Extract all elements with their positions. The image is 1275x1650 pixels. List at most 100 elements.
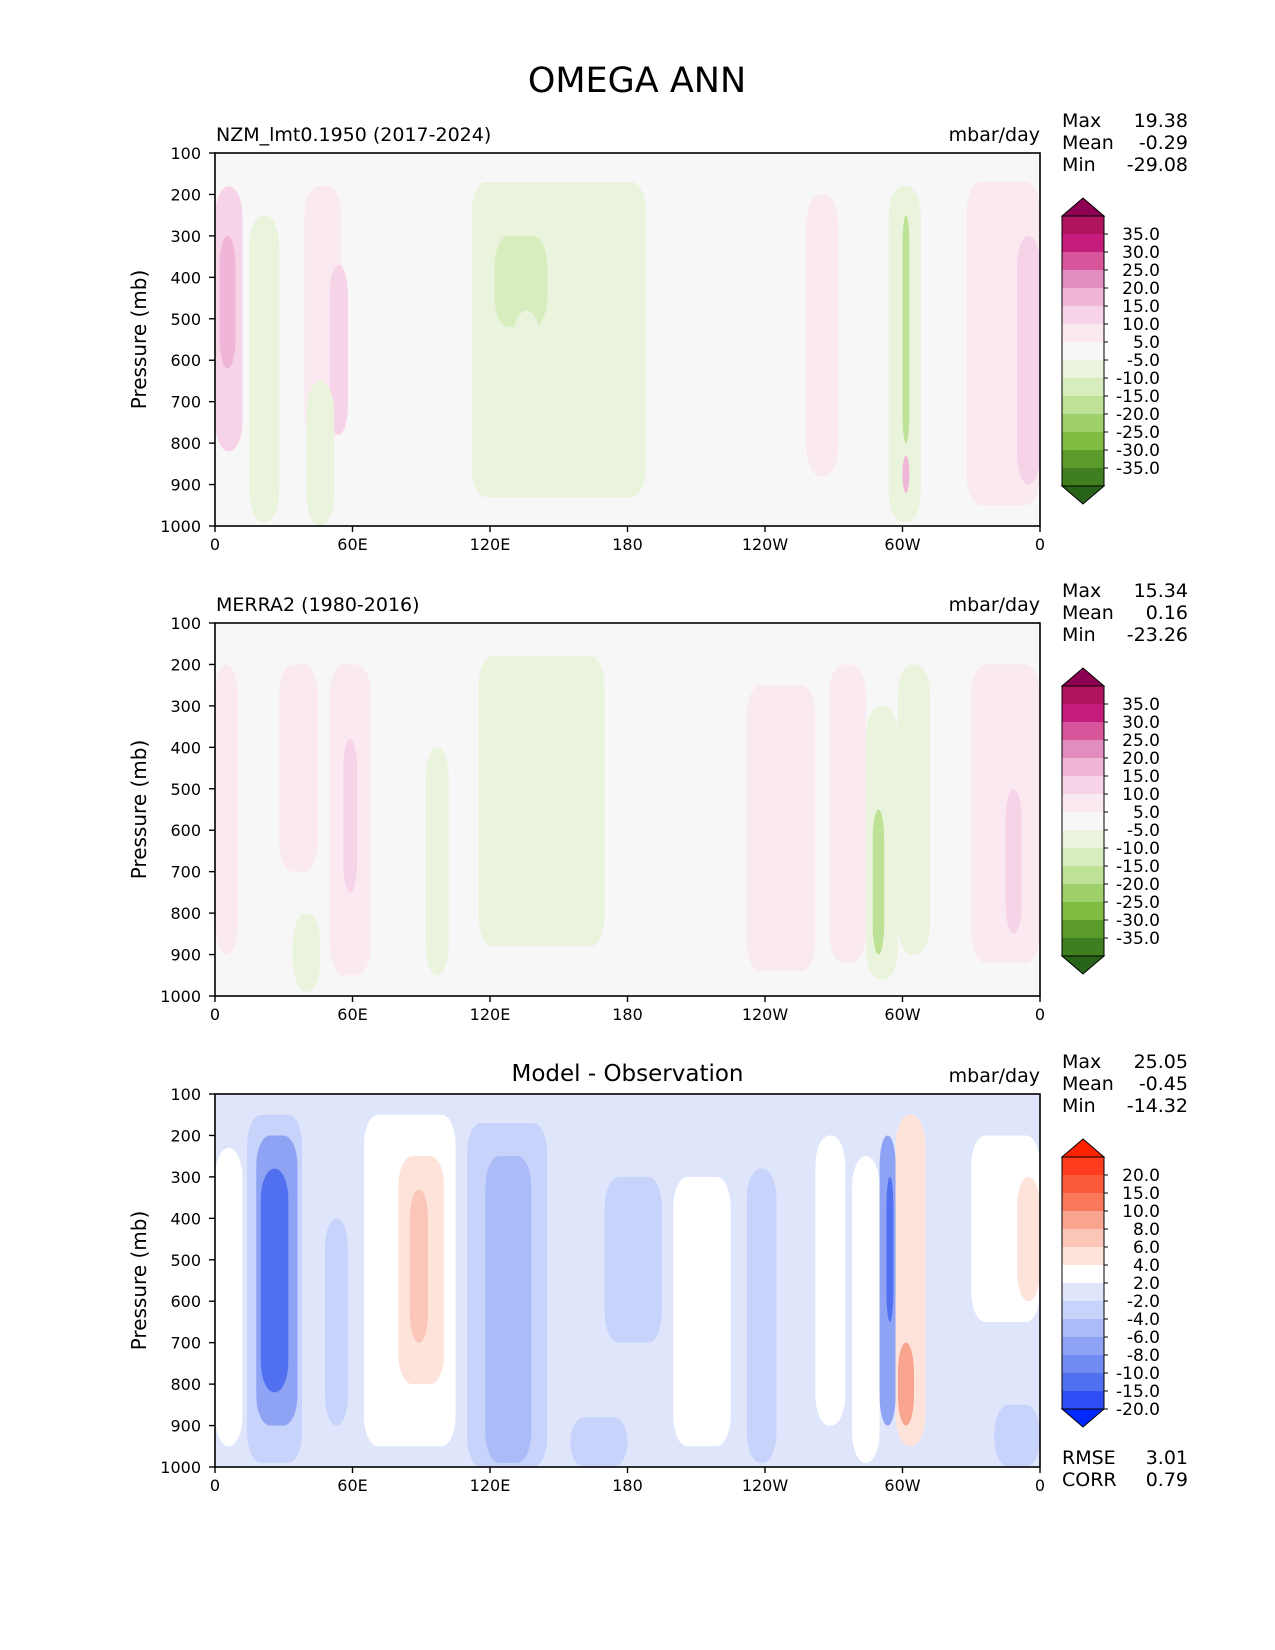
- x-tick-label: 120W: [742, 1476, 789, 1495]
- y-tick-label: 100: [170, 144, 201, 163]
- contour-region: [829, 664, 866, 963]
- y-tick-label: 400: [170, 738, 201, 757]
- colorbar-label: 8.0: [1133, 1220, 1160, 1240]
- colorbar-label: 20.0: [1122, 1166, 1160, 1186]
- colorbar-label: 35.0: [1122, 695, 1160, 715]
- contour-region: [279, 664, 319, 872]
- contour-region: [746, 1168, 777, 1463]
- colorbar-segment: [1062, 1301, 1104, 1319]
- colorbar-segment: [1062, 252, 1104, 270]
- contour-region: [425, 747, 449, 976]
- contour-region: [902, 215, 910, 444]
- stat-value: -0.29: [1139, 132, 1188, 154]
- stat-label: Max: [1062, 1051, 1101, 1073]
- x-tick-label: 0: [1035, 1005, 1045, 1024]
- x-tick-label: 120E: [470, 1005, 511, 1024]
- y-tick-label: 100: [170, 1085, 201, 1104]
- y-tick-label: 500: [170, 780, 201, 799]
- colorbar-label: 15.0: [1122, 767, 1160, 787]
- contour-region: [604, 1176, 662, 1343]
- x-tick-label: 60E: [337, 535, 367, 554]
- colorbar-label: 5.0: [1133, 333, 1160, 353]
- x-tick-label: 0: [210, 1005, 220, 1024]
- colorbar-segment: [1062, 342, 1104, 360]
- metric-value: 3.01: [1146, 1447, 1188, 1469]
- y-tick-label: 100: [170, 614, 201, 633]
- colorbar-segment: [1062, 776, 1104, 794]
- colorbar-label: 35.0: [1122, 225, 1160, 245]
- colorbar-segment: [1062, 884, 1104, 902]
- colorbar-label: 5.0: [1133, 803, 1160, 823]
- stat-label: Max: [1062, 110, 1101, 132]
- y-tick-label: 600: [170, 351, 201, 370]
- contour-region: [746, 685, 816, 972]
- colorbar-segment: [1062, 216, 1104, 234]
- x-tick-label: 120E: [470, 535, 511, 554]
- colorbar-label: -15.0: [1116, 1382, 1160, 1402]
- y-tick-label: 500: [170, 310, 201, 329]
- contour-region: [815, 1135, 846, 1426]
- colorbar-segment: [1062, 1391, 1104, 1409]
- colorbar-label: -2.0: [1127, 1292, 1160, 1312]
- colorbar-segment: [1062, 432, 1104, 450]
- colorbar-segment: [1062, 740, 1104, 758]
- y-axis-label: Pressure (mb): [127, 1211, 151, 1351]
- colorbar-segment: [1062, 306, 1104, 324]
- figure-title: OMEGA ANN: [528, 61, 746, 101]
- contour-field: [215, 1114, 1040, 1467]
- colorbar-label: -15.0: [1116, 387, 1160, 407]
- contour-region: [897, 664, 930, 955]
- x-tick-label: 0: [210, 535, 220, 554]
- y-tick-label: 800: [170, 434, 201, 453]
- y-tick-label: 600: [170, 821, 201, 840]
- x-tick-label: 180: [612, 1476, 643, 1495]
- x-tick-label: 60W: [884, 1005, 920, 1024]
- colorbar-label: 30.0: [1122, 713, 1160, 733]
- x-tick-label: 180: [612, 535, 643, 554]
- colorbar-label: -4.0: [1127, 1310, 1160, 1330]
- colorbar-extend-min: [1060, 955, 1106, 975]
- panel-title: Model - Observation: [511, 1061, 743, 1087]
- colorbar-frame: [1061, 215, 1105, 487]
- colorbar-segment: [1062, 324, 1104, 342]
- colorbar-label: -10.0: [1116, 839, 1160, 859]
- y-tick-label: 500: [170, 1251, 201, 1270]
- x-tick-label: 120W: [742, 535, 789, 554]
- contour-region: [494, 235, 548, 328]
- panels: 0 60E 120E 180 120W 60W 0 100 200 300 400 500 600 700…: [127, 110, 1188, 1495]
- colorbar-segment: [1062, 794, 1104, 812]
- colorbar-label: -35.0: [1116, 459, 1160, 479]
- colorbar-label: 4.0: [1133, 1256, 1160, 1276]
- colorbar-label: -10.0: [1116, 369, 1160, 389]
- contour-region: [872, 809, 885, 955]
- contour-region: [219, 235, 236, 369]
- y-tick-label: 800: [170, 904, 201, 923]
- colorbar-segment: [1062, 1211, 1104, 1229]
- stat-value: 15.34: [1134, 580, 1188, 602]
- y-tick-label: 900: [170, 1417, 201, 1436]
- contour-region: [409, 1189, 429, 1343]
- colorbar-label: -10.0: [1116, 1364, 1160, 1384]
- colorbar-extend-max: [1060, 667, 1106, 687]
- colorbar-label: 10.0: [1122, 315, 1160, 335]
- y-tick-label: 200: [170, 1126, 201, 1145]
- y-tick-label: 1000: [160, 517, 201, 536]
- y-tick-label: 700: [170, 1334, 201, 1353]
- contour-region: [971, 664, 1040, 963]
- contour-region: [249, 215, 280, 522]
- units-label: mbar/day: [949, 1065, 1040, 1087]
- stat-value: -0.45: [1139, 1073, 1188, 1095]
- colorbar-label: -30.0: [1116, 441, 1160, 461]
- contour-region: [512, 310, 541, 485]
- colorbar-extend-max: [1060, 1138, 1106, 1158]
- contour-region: [897, 1342, 914, 1426]
- colorbar-segment: [1062, 1175, 1104, 1193]
- stat-label: Min: [1062, 624, 1096, 646]
- colorbar-segment: [1062, 920, 1104, 938]
- contour-region: [343, 739, 358, 893]
- x-tick-label: 0: [1035, 1476, 1045, 1495]
- colorbar-label: -20.0: [1116, 875, 1160, 895]
- y-tick-label: 700: [170, 393, 201, 412]
- x-tick-label: 60E: [337, 1005, 367, 1024]
- colorbar-segment: [1062, 1283, 1104, 1301]
